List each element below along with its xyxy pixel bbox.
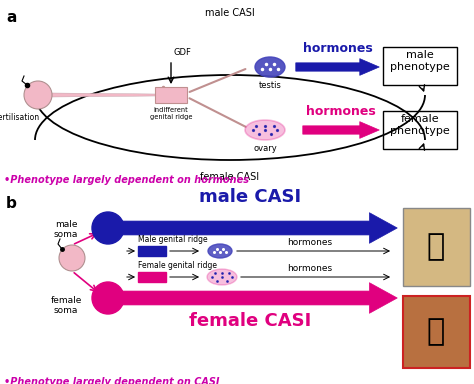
Circle shape	[24, 81, 52, 109]
FancyBboxPatch shape	[138, 272, 166, 282]
Text: GDF: GDF	[174, 48, 192, 57]
Text: ovary: ovary	[253, 144, 277, 153]
Text: a: a	[6, 10, 17, 25]
Text: female CASI: female CASI	[189, 312, 311, 330]
Text: male CASI: male CASI	[205, 8, 255, 18]
Circle shape	[59, 245, 85, 271]
FancyBboxPatch shape	[155, 87, 187, 103]
Text: •Phenotype largely dependent on hormones: •Phenotype largely dependent on hormones	[4, 175, 249, 185]
Text: indifferent
genital ridge: indifferent genital ridge	[150, 107, 192, 120]
Text: fertilisation: fertilisation	[0, 113, 40, 122]
Ellipse shape	[245, 120, 285, 140]
Text: Male genital ridge: Male genital ridge	[138, 235, 208, 244]
Ellipse shape	[207, 269, 237, 285]
FancyBboxPatch shape	[138, 246, 166, 256]
Circle shape	[92, 212, 124, 244]
Text: hormones: hormones	[306, 105, 376, 118]
Text: hormones: hormones	[303, 42, 373, 55]
Text: hormones: hormones	[287, 238, 333, 247]
Text: female
phenotype: female phenotype	[390, 114, 450, 136]
Text: •Phenotype largely dependent on CASI: •Phenotype largely dependent on CASI	[4, 377, 219, 384]
Ellipse shape	[208, 244, 232, 258]
Circle shape	[92, 282, 124, 314]
Text: male
phenotype: male phenotype	[390, 50, 450, 71]
Text: male CASI: male CASI	[199, 188, 301, 206]
Text: hormones: hormones	[287, 264, 333, 273]
Text: 🐓: 🐓	[427, 232, 445, 262]
FancyBboxPatch shape	[403, 296, 470, 368]
Text: b: b	[6, 196, 17, 211]
Polygon shape	[52, 93, 175, 97]
Ellipse shape	[255, 57, 285, 77]
Text: 🐔: 🐔	[427, 318, 445, 346]
Text: testis: testis	[258, 81, 282, 90]
Text: male
soma: male soma	[54, 220, 78, 239]
Text: Female genital ridge: Female genital ridge	[138, 261, 217, 270]
FancyBboxPatch shape	[403, 208, 470, 286]
Text: female CASI: female CASI	[201, 172, 260, 182]
Text: female
soma: female soma	[50, 296, 82, 315]
